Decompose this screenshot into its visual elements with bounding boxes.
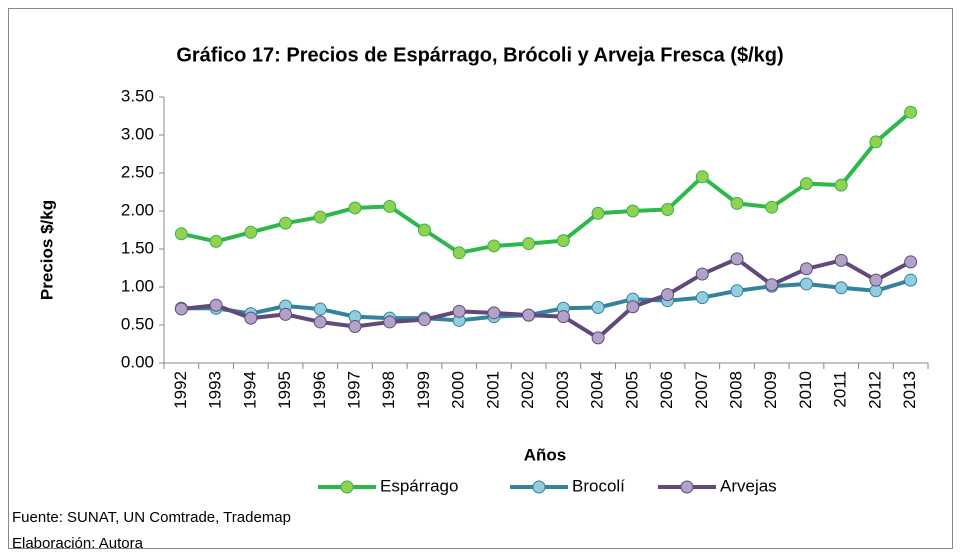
marker xyxy=(730,284,744,298)
y-tick-label: 3.50 xyxy=(121,86,154,105)
x-tick-label: 2012 xyxy=(865,371,884,409)
marker xyxy=(730,252,744,266)
legend-marker xyxy=(680,480,694,494)
x-tick-label: 2002 xyxy=(518,371,537,409)
x-tick-label: 2009 xyxy=(761,371,780,409)
marker xyxy=(244,311,258,325)
x-tick-label: 1995 xyxy=(275,371,294,409)
marker xyxy=(383,199,397,213)
legend-label: Espárrago xyxy=(380,476,458,495)
x-tick-label: 2006 xyxy=(657,371,676,409)
marker xyxy=(452,304,466,318)
series-line xyxy=(180,110,912,255)
marker xyxy=(313,210,327,224)
y-tick-label: 2.50 xyxy=(121,162,154,181)
marker xyxy=(313,302,327,316)
x-tick-label: 2010 xyxy=(796,371,815,409)
x-tick-label: 2011 xyxy=(831,371,850,408)
x-tick-label: 1994 xyxy=(240,371,259,409)
marker xyxy=(834,178,848,192)
marker xyxy=(209,234,223,248)
marker xyxy=(869,135,883,149)
marker xyxy=(904,273,918,287)
marker xyxy=(174,302,188,316)
legend-marker xyxy=(532,480,546,494)
marker xyxy=(904,105,918,119)
marker xyxy=(556,234,570,248)
marker xyxy=(834,281,848,295)
marker xyxy=(209,298,223,312)
marker xyxy=(383,315,397,329)
x-tick-label: 2013 xyxy=(900,371,919,409)
x-tick-label: 1996 xyxy=(310,371,329,409)
x-tick-label: 2005 xyxy=(622,371,641,409)
footnote: Elaboración: Autora xyxy=(12,535,144,552)
x-tick-label: 2003 xyxy=(553,371,572,409)
x-tick-label: 1992 xyxy=(171,371,190,409)
marker xyxy=(487,306,501,320)
marker xyxy=(661,202,675,216)
marker xyxy=(730,196,744,210)
x-tick-label: 2000 xyxy=(449,371,468,409)
x-tick-label: 2004 xyxy=(588,371,607,409)
marker xyxy=(799,277,813,291)
marker xyxy=(417,313,431,327)
marker xyxy=(279,216,293,230)
marker xyxy=(417,223,431,237)
marker xyxy=(591,331,605,345)
x-tick-label: 1993 xyxy=(206,371,225,409)
marker xyxy=(661,288,675,302)
marker xyxy=(799,262,813,276)
marker xyxy=(799,177,813,191)
marker xyxy=(626,204,640,218)
marker xyxy=(904,255,918,269)
x-tick-label: 2007 xyxy=(692,371,711,409)
series-line xyxy=(181,256,912,340)
legend-label: Brocolí xyxy=(572,476,625,495)
marker xyxy=(695,170,709,184)
marker xyxy=(765,278,779,292)
marker xyxy=(695,267,709,281)
y-tick-label: 1.50 xyxy=(121,238,154,257)
marker xyxy=(279,307,293,321)
marker xyxy=(522,308,536,322)
x-tick-label: 2001 xyxy=(483,371,502,409)
marker xyxy=(626,300,640,314)
marker xyxy=(348,201,362,215)
marker xyxy=(591,301,605,315)
y-tick-label: 1.00 xyxy=(121,276,154,295)
x-axis-label: Años xyxy=(524,445,567,464)
legend-marker xyxy=(340,480,354,494)
footnote: Fuente: SUNAT, UN Comtrade, Trademap xyxy=(12,509,291,526)
marker xyxy=(695,291,709,305)
y-tick-label: 0.50 xyxy=(121,314,154,333)
marker xyxy=(591,206,605,220)
chart-title: Gráfico 17: Precios de Espárrago, Brócol… xyxy=(176,44,783,66)
y-axis-label: Precios $/kg xyxy=(37,200,56,300)
marker xyxy=(869,273,883,287)
x-tick-label: 2008 xyxy=(726,371,745,409)
marker xyxy=(487,239,501,253)
legend-label: Arvejas xyxy=(720,476,777,495)
chart-frame xyxy=(8,8,953,549)
marker xyxy=(313,315,327,329)
marker xyxy=(244,225,258,239)
marker xyxy=(765,200,779,214)
x-tick-label: 1998 xyxy=(379,371,398,409)
marker xyxy=(452,246,466,260)
marker xyxy=(174,227,188,241)
series-line xyxy=(181,278,912,323)
x-tick-label: 1999 xyxy=(414,371,433,409)
marker xyxy=(556,310,570,324)
y-tick-label: 3.00 xyxy=(121,124,154,143)
marker xyxy=(348,320,362,334)
marker xyxy=(522,237,536,251)
x-tick-label: 1997 xyxy=(344,371,363,409)
y-tick-label: 0.00 xyxy=(121,352,154,371)
y-tick-label: 2.00 xyxy=(121,200,154,219)
marker xyxy=(834,253,848,267)
